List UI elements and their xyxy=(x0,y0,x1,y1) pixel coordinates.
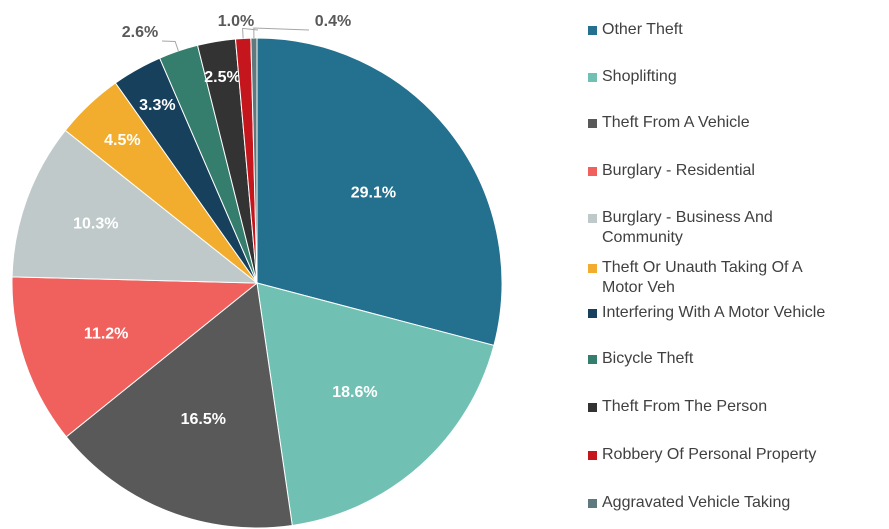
legend-swatch xyxy=(588,355,597,364)
legend-swatch xyxy=(588,264,597,273)
legend-label: Interfering With A Motor Vehicle xyxy=(602,304,826,321)
legend-label: Theft Or Unauth Taking Of A Motor Veh xyxy=(602,259,802,296)
legend-label: Aggravated Vehicle Taking xyxy=(602,494,791,511)
pie-slice xyxy=(256,282,495,527)
data-label: 3.3% xyxy=(139,97,175,114)
data-label: 0.4% xyxy=(315,13,351,30)
legend-swatch xyxy=(588,451,597,460)
pie-slice xyxy=(65,282,293,529)
legend-swatch xyxy=(588,214,597,223)
legend-swatch xyxy=(588,499,597,508)
legend-item: Interfering With A Motor Vehicle xyxy=(588,303,826,323)
pie-slice xyxy=(256,37,503,347)
data-label: 11.2% xyxy=(84,325,128,342)
legend-label: Burglary - Residential xyxy=(602,162,755,179)
legend-item: Theft Or Unauth Taking Of A Motor Veh xyxy=(588,258,817,298)
data-label: 18.6% xyxy=(332,384,377,401)
legend-item: Burglary - Residential xyxy=(588,161,817,181)
legend-label: Shoplifting xyxy=(602,68,677,85)
legend-label: Burglary - Business And Community xyxy=(602,209,773,246)
data-label: 16.5% xyxy=(181,411,226,428)
legend-item: Shoplifting xyxy=(588,67,817,87)
legend-label: Robbery Of Personal Property xyxy=(602,446,817,463)
legend-swatch xyxy=(588,403,597,412)
legend-item: Other Theft xyxy=(588,20,817,40)
data-label: 2.6% xyxy=(122,24,158,41)
legend-item: Bicycle Theft xyxy=(588,349,817,369)
legend-item: Theft From The Person xyxy=(588,397,817,417)
data-label: 1.0% xyxy=(218,13,254,30)
legend-swatch xyxy=(588,119,597,128)
pie-slice xyxy=(11,276,259,438)
pie-chart: 29.1% 18.6% 16.5% 11.2% 10.3% 4.5% 3.3% 2.6% 2.5… xyxy=(11,13,503,529)
legend-swatch xyxy=(588,73,597,82)
leader-line xyxy=(242,27,259,39)
legend-item: Burglary - Business And Community xyxy=(588,208,817,248)
data-label: 10.3% xyxy=(73,216,118,233)
legend-item: Robbery Of Personal Property xyxy=(588,445,817,465)
legend-swatch xyxy=(588,26,597,35)
leader-line xyxy=(253,27,310,39)
leader-line xyxy=(161,40,179,52)
legend-label: Theft From A Vehicle xyxy=(602,114,750,131)
legend-label: Other Theft xyxy=(602,21,683,38)
pie-slice xyxy=(250,37,258,284)
data-label: 4.5% xyxy=(104,132,140,149)
pie-slice xyxy=(11,129,259,284)
legend-swatch xyxy=(588,167,597,176)
legend-swatch xyxy=(588,309,597,318)
legend-item: Theft From A Vehicle xyxy=(588,113,817,133)
legend-label: Theft From The Person xyxy=(602,398,768,415)
legend-label: Bicycle Theft xyxy=(602,350,694,367)
legend-item: Aggravated Vehicle Taking xyxy=(588,493,817,513)
data-label: 2.5% xyxy=(204,69,240,86)
data-label: 29.1% xyxy=(351,184,396,201)
